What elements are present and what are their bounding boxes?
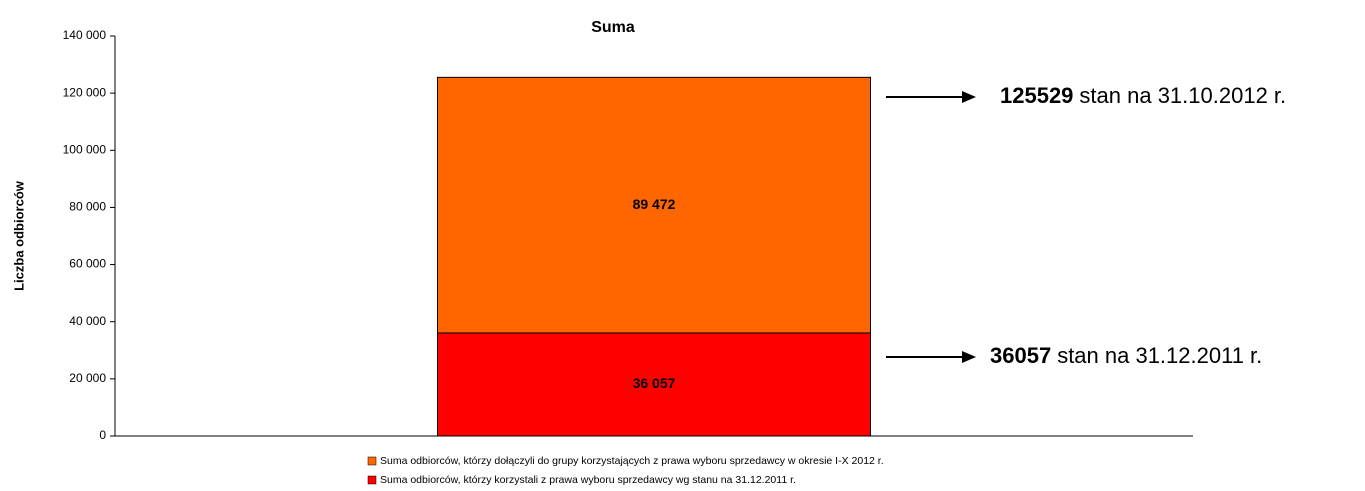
chart-title: Suma [591,19,635,36]
legend-label: Suma odbiorców, którzy korzystali z praw… [380,474,796,486]
legend-swatch [367,475,377,485]
value-label: 89 472 [633,196,676,212]
value-label: 36 057 [633,375,676,391]
annotation-value: 36057 [990,343,1051,368]
y-axis-label: Liczba odbiorców [11,180,26,291]
annotation: 36057 stan na 31.12.2011 r. [990,343,1262,368]
y-tick-label: 140 000 [63,28,107,42]
bar-segment [437,76,871,334]
annotation-text: stan na 31.10.2012 r. [1079,83,1286,108]
arrow [886,351,976,363]
y-tick-label: 40 000 [69,314,106,328]
annotation-text: stan na 31.12.2011 r. [1057,343,1262,368]
bar-segment [437,332,871,437]
legend-swatch [367,456,377,466]
y-tick-label: 20 000 [69,371,106,385]
y-tick-label: 80 000 [69,200,106,214]
annotation: 125529 stan na 31.10.2012 r. [1000,83,1286,108]
y-tick-label: 100 000 [63,142,107,156]
y-tick-label: 60 000 [69,257,106,271]
arrow [886,91,976,103]
annotation-value: 125529 [1000,83,1073,108]
legend-label: Suma odbiorców, którzy dołączyli do grup… [380,455,884,467]
y-tick-label: 120 000 [63,85,107,99]
y-tick-label: 0 [99,428,106,442]
